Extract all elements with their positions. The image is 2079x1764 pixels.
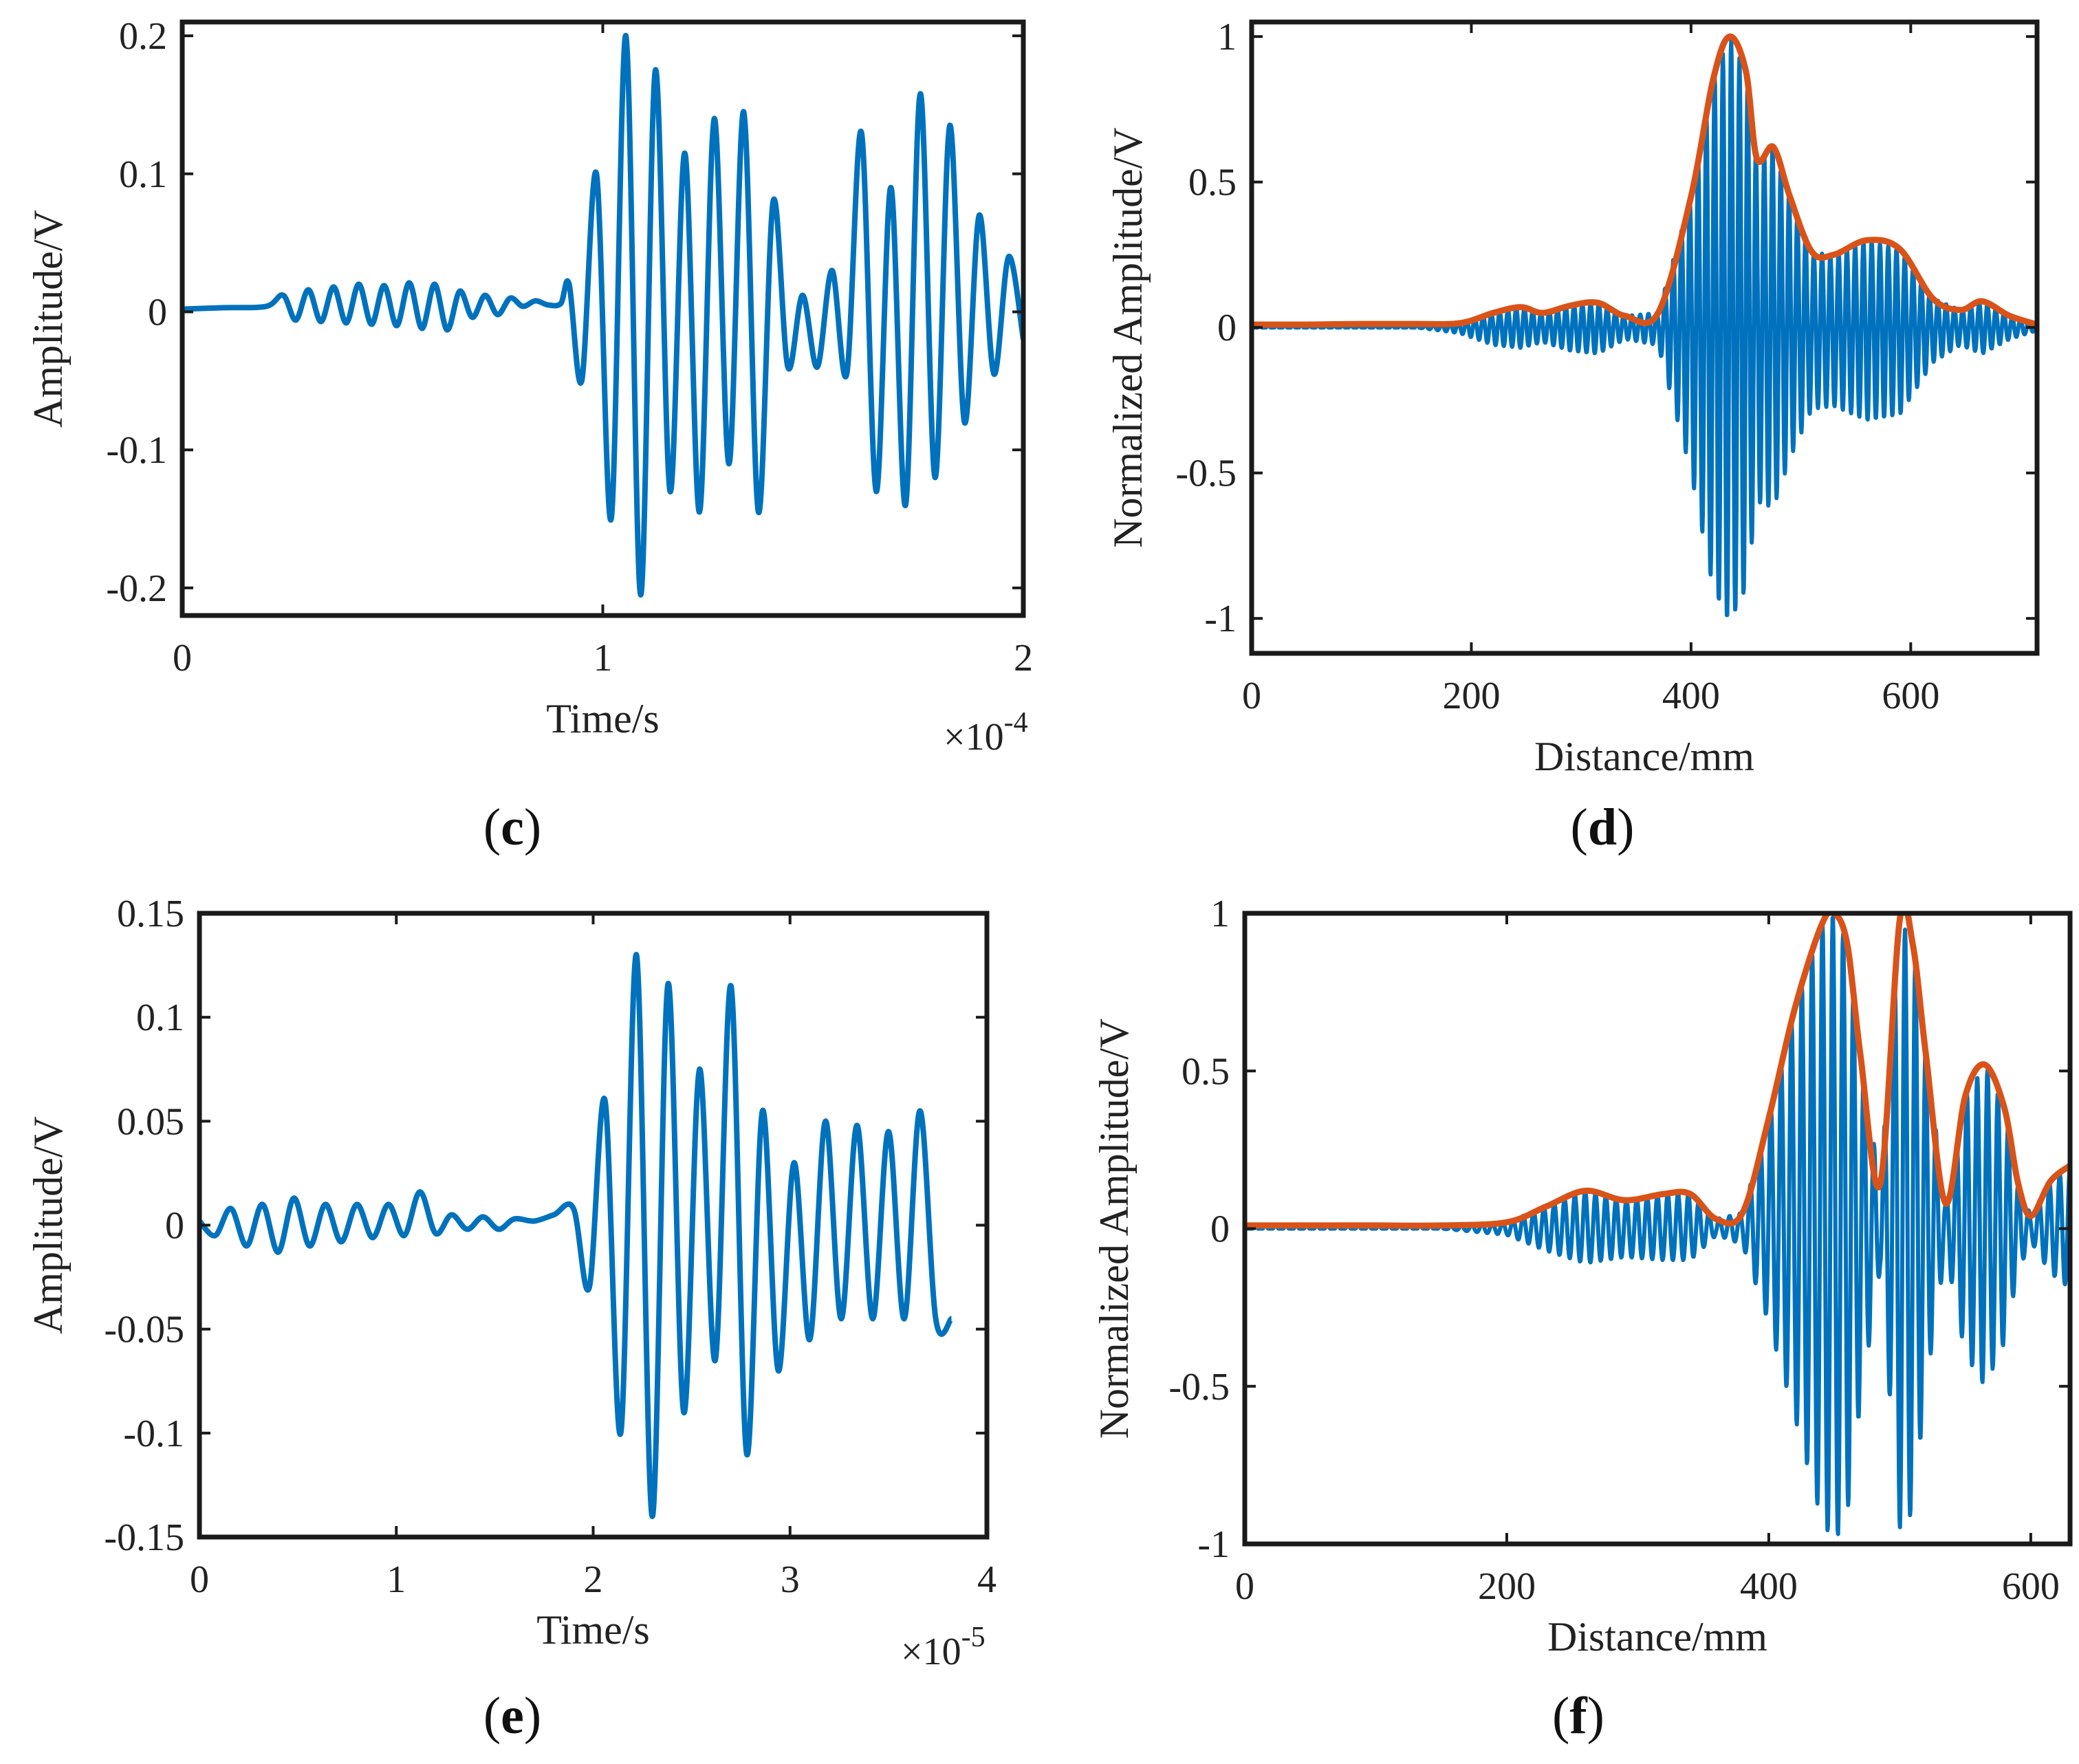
y-tick-label: 0 bbox=[1210, 1208, 1230, 1251]
y-tick-label: -0.15 bbox=[104, 1516, 184, 1559]
y-tick-label: 0.1 bbox=[136, 997, 184, 1039]
y-tick-label: 0 bbox=[165, 1205, 184, 1248]
chart-e: 0 1 2 3 4 -0.15 -0.1 -0.05 0 0.05 0.1 0.15 Time/s Amp… bbox=[25, 893, 997, 1745]
y-tick-label: -0.2 bbox=[106, 567, 167, 610]
y-tick-label: 0.05 bbox=[117, 1100, 184, 1143]
y-axis-label: Normalized Amplitude/V bbox=[1105, 127, 1151, 548]
y-axis-label: Amplitude/V bbox=[25, 1116, 71, 1334]
x-axis-label: Distance/mm bbox=[1547, 1614, 1767, 1659]
y-tick-label: -1 bbox=[1204, 598, 1237, 640]
y-tick-label: 0.2 bbox=[119, 15, 167, 58]
x-tick-label: 2 bbox=[1014, 637, 1033, 679]
x-tick-label: 600 bbox=[2002, 1565, 2060, 1608]
y-tick-label: 0 bbox=[148, 291, 167, 334]
y-tick-label: 1 bbox=[1210, 893, 1230, 935]
x-tick-label: 0 bbox=[173, 637, 192, 679]
x-tick-label: 200 bbox=[1478, 1565, 1536, 1608]
x-tick-label: 600 bbox=[1882, 675, 1939, 717]
series-signal-e bbox=[199, 952, 955, 1519]
x-tick-label: 400 bbox=[1740, 1565, 1798, 1608]
x-tick-label: 0 bbox=[190, 1558, 209, 1601]
plot-area-f bbox=[1245, 913, 2070, 1536]
panel-caption-f: (f) bbox=[1552, 1687, 1604, 1745]
y-axis-label: Amplitude/V bbox=[25, 210, 71, 428]
x-tick-label: 400 bbox=[1662, 675, 1720, 717]
axes-frame-d bbox=[1249, 19, 2040, 656]
chart-f: 0 200 400 600 -1 -0.5 0 0.5 1 Distance/mm Normaliz… bbox=[1091, 893, 2073, 1745]
chart-d: 0 200 400 600 -1 -0.5 0 0.5 1 Distance/mm Normaliz… bbox=[1105, 16, 2040, 856]
x-axis-label: Distance/mm bbox=[1534, 734, 1754, 779]
series-envelope-d bbox=[1252, 33, 2037, 328]
y-tick-label: -0.1 bbox=[106, 429, 167, 472]
series-envelope-f bbox=[1245, 913, 2070, 1229]
plot-area-c bbox=[182, 33, 1023, 598]
x-tick-label: 1 bbox=[594, 637, 613, 679]
x-tick-label: 2 bbox=[584, 1558, 603, 1601]
panel-caption-e: (e) bbox=[483, 1687, 541, 1745]
y-tick-label: -0.05 bbox=[104, 1309, 184, 1351]
x-tick-label: 3 bbox=[781, 1558, 800, 1601]
y-tick-label: 0 bbox=[1217, 307, 1237, 349]
series-signal-c bbox=[182, 33, 1023, 598]
x-tick-label: 0 bbox=[1235, 1565, 1254, 1608]
x-axis-label: Time/s bbox=[546, 696, 660, 741]
x-tick-label: 200 bbox=[1442, 675, 1500, 717]
chart-c: 0 1 2 -0.2 -0.1 0 0.1 0.2 Time/s Amplitude/V ×10-4… bbox=[25, 15, 1033, 856]
y-tick-label: -0.5 bbox=[1175, 453, 1237, 495]
axes-frame-f bbox=[1242, 911, 2073, 1547]
panel-caption-d: (d) bbox=[1571, 798, 1635, 856]
y-tick-label: 0.1 bbox=[119, 153, 167, 196]
y-tick-label: -1 bbox=[1197, 1523, 1230, 1566]
plot-area-d bbox=[1252, 33, 2037, 618]
y-tick-label: 0.5 bbox=[1182, 1050, 1230, 1093]
y-tick-label: -0.5 bbox=[1168, 1366, 1230, 1408]
series-signal-d bbox=[1252, 38, 2037, 618]
y-axis-label: Normalized Amplitude/V bbox=[1091, 1019, 1137, 1439]
x-tick-label: 4 bbox=[977, 1558, 997, 1601]
y-tick-label: 0.15 bbox=[117, 893, 184, 935]
x-axis-label: Time/s bbox=[536, 1607, 650, 1653]
plot-area-e bbox=[199, 952, 955, 1519]
y-tick-label: -0.1 bbox=[123, 1413, 184, 1455]
x-axis-exponent: ×10-4 bbox=[944, 707, 1028, 759]
y-tick-label: 1 bbox=[1217, 16, 1237, 58]
x-axis-exponent: ×10-5 bbox=[901, 1622, 986, 1673]
panel-caption-c: (c) bbox=[483, 798, 541, 856]
x-tick-label: 0 bbox=[1242, 675, 1261, 717]
y-tick-label: 0.5 bbox=[1188, 162, 1237, 204]
x-tick-label: 1 bbox=[387, 1558, 406, 1601]
